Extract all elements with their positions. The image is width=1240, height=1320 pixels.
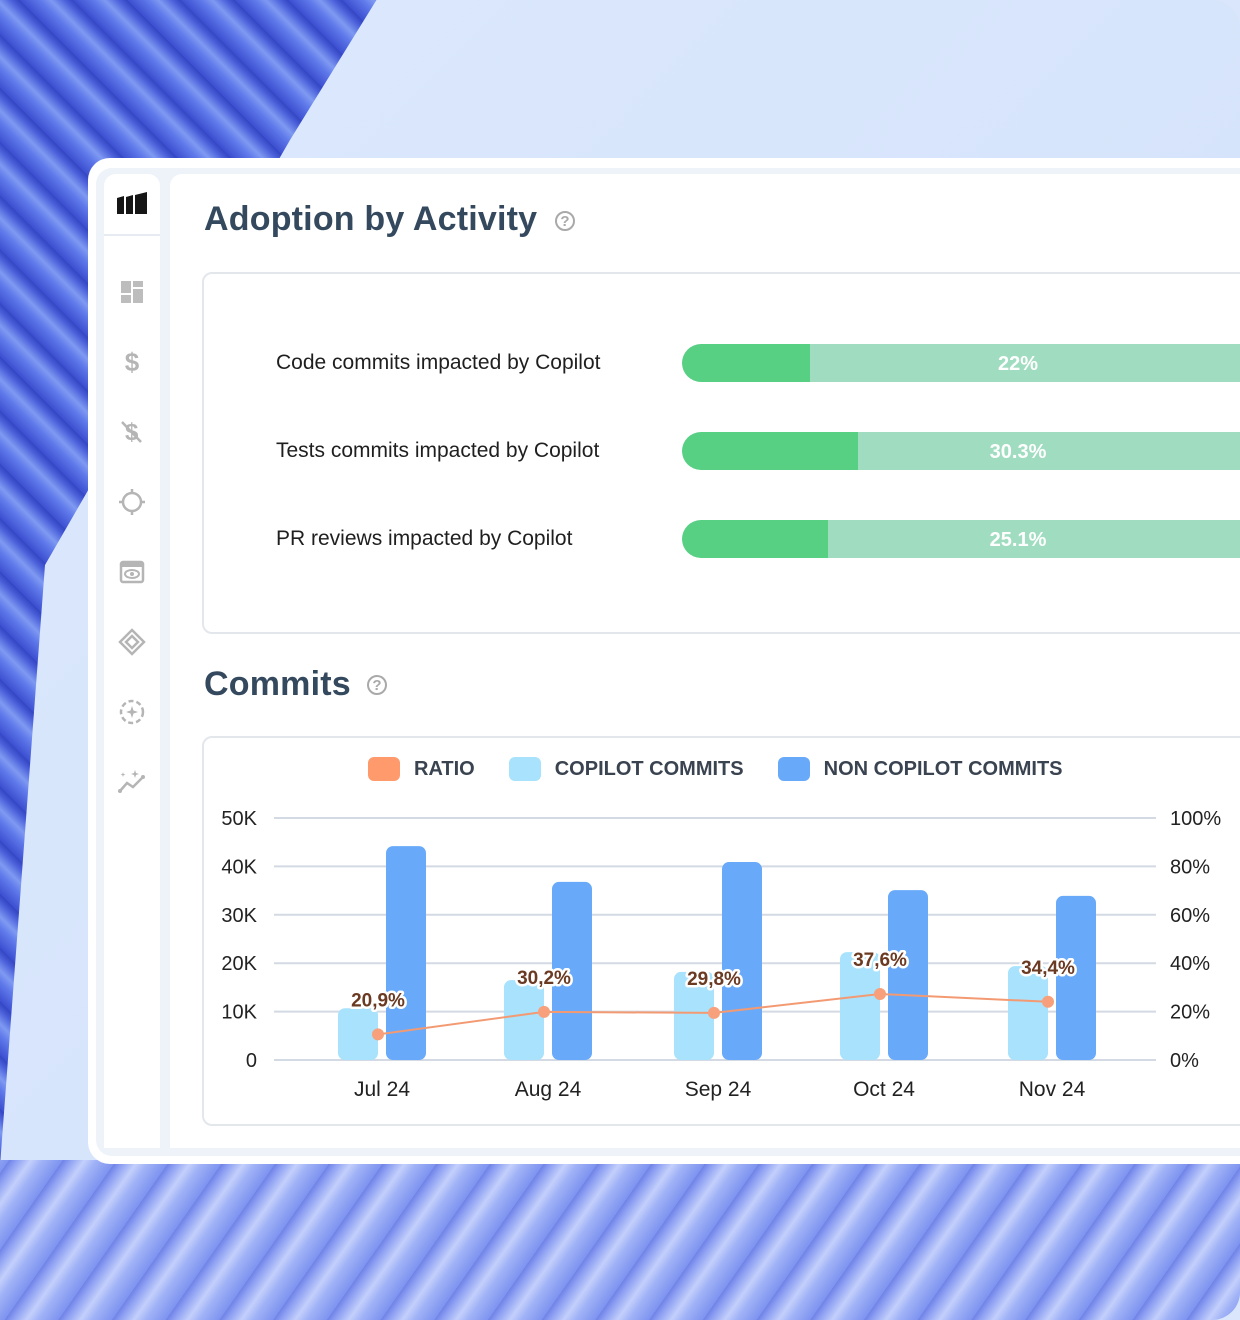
sidebar-item-dashboard[interactable] [118, 278, 146, 306]
adoption-progress-bar: 25.1% [682, 520, 1240, 558]
dollar-icon: $ [124, 346, 140, 377]
sidebar-item-target[interactable] [118, 488, 146, 516]
adoption-progress-value: 25.1% [989, 529, 1047, 551]
adoption-progress-value: 22% [997, 353, 1039, 375]
adoption-help-icon[interactable]: ? [555, 211, 575, 231]
sparkle-refresh-icon [119, 699, 145, 725]
adoption-progress-bar: 22% [682, 344, 1240, 382]
adoption-row-label: Code commits impacted by Copilot [276, 351, 601, 374]
commits-title: Commits [204, 665, 351, 703]
adoption-progress-fill [682, 432, 858, 470]
dashboard-icon [121, 281, 143, 303]
sidebar-item-savings[interactable]: $ [118, 418, 146, 446]
adoption-progress-bar: 30.3% [682, 432, 1240, 470]
commits-help-icon[interactable]: ? [367, 675, 387, 695]
sidebar-item-diamond[interactable] [118, 628, 146, 656]
app-logo[interactable] [104, 174, 160, 236]
dollar-off-icon: $ [121, 419, 142, 446]
legend-item-ratio[interactable]: RATIO [368, 757, 475, 781]
eye-window-icon [119, 560, 145, 584]
chart-legend: RATIO COPILOT COMMITS NON COPILOT COMMIT… [368, 757, 1097, 781]
sidebar-item-cost[interactable]: $ [118, 346, 146, 377]
legend-label: COPILOT COMMITS [554, 757, 744, 780]
sidebar-item-ai-refresh[interactable] [118, 698, 146, 726]
sidebar-item-visibility[interactable] [118, 558, 146, 586]
background-stripes-bottom [0, 1160, 1240, 1320]
sparkle-trend-icon [118, 770, 145, 793]
legend-label: RATIO [414, 757, 475, 780]
adoption-progress-fill [682, 520, 828, 558]
sidebar: $ $ [104, 174, 160, 1148]
adoption-row-label: Tests commits impacted by Copilot [276, 439, 600, 462]
sidebar-item-ai-trend[interactable] [118, 768, 146, 796]
legend-swatch-ratio [368, 757, 400, 781]
commits-chart-card [202, 736, 1240, 1126]
diamond-icon [118, 628, 146, 656]
adoption-progress-fill [682, 344, 810, 382]
legend-item-copilot[interactable]: COPILOT COMMITS [508, 757, 744, 781]
legend-swatch-non-copilot [777, 757, 810, 781]
legend-swatch-copilot [508, 757, 541, 781]
adoption-title: Adoption by Activity [204, 200, 538, 238]
legend-item-non-copilot[interactable]: NON COPILOT COMMITS [777, 757, 1063, 781]
adoption-row-label: PR reviews impacted by Copilot [276, 527, 573, 550]
adoption-progress-value: 30.3% [989, 441, 1047, 463]
target-icon [119, 489, 145, 515]
logo-icon [117, 192, 147, 214]
legend-label: NON COPILOT COMMITS [823, 757, 1063, 780]
